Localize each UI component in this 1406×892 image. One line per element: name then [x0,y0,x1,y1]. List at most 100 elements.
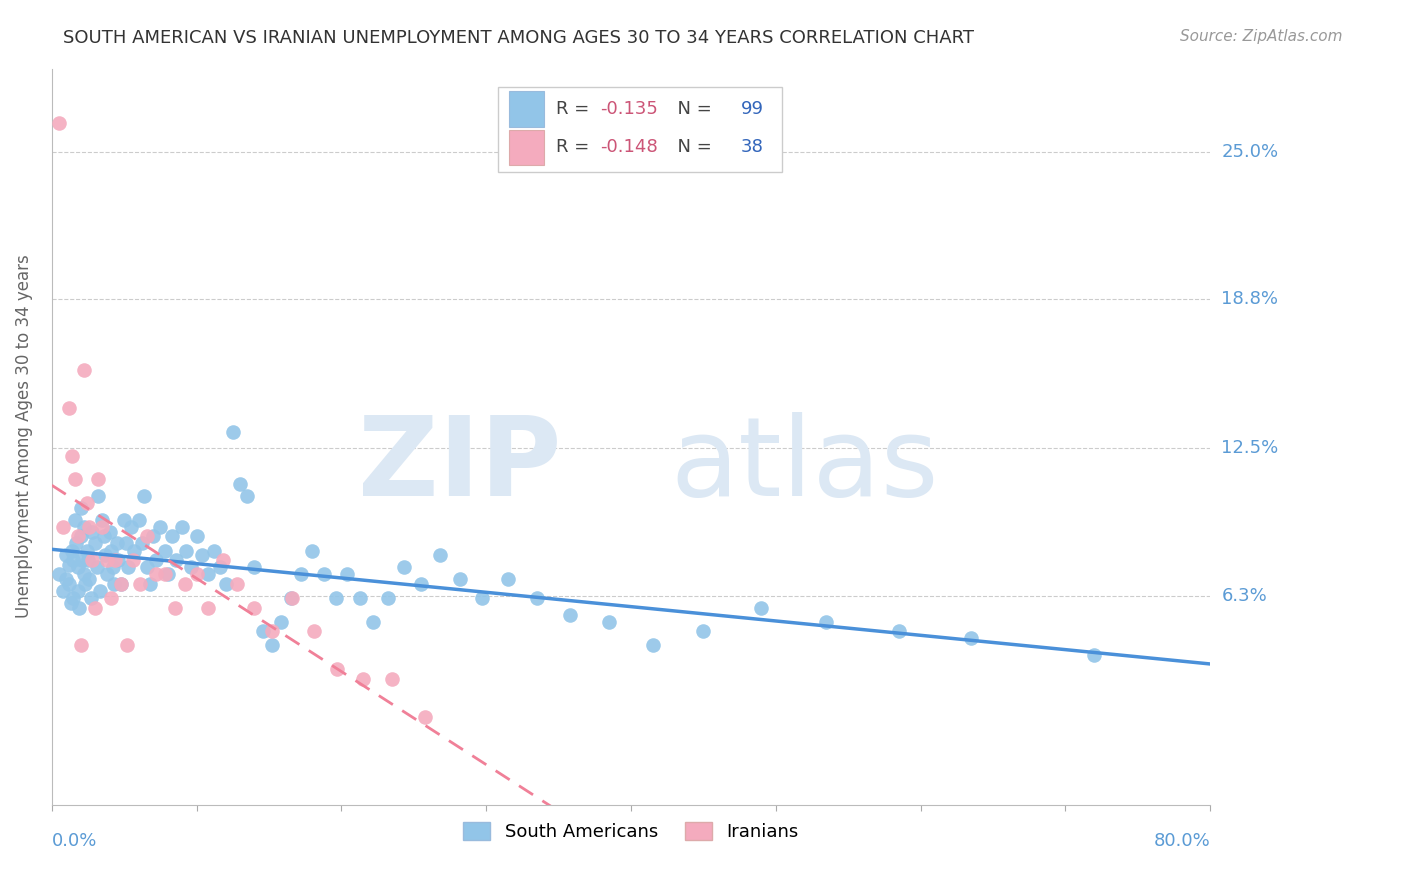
Text: N =: N = [665,138,717,156]
Point [82,524,104,539]
Point [361,615,384,629]
Point [163,600,186,615]
Point [142,529,165,543]
Point [280,591,302,605]
Point [58,401,80,415]
Point [48,567,70,582]
Point [180,560,202,574]
Point [77,553,100,567]
Point [101,560,124,574]
Point [98,524,121,539]
Point [117,560,139,574]
Y-axis label: Unemployment Among Ages 30 to 34 years: Unemployment Among Ages 30 to 34 years [15,255,32,618]
Point [526,591,548,605]
Text: 12.5%: 12.5% [1222,440,1278,458]
Text: atlas: atlas [671,412,939,519]
Point [112,513,135,527]
Point [121,553,143,567]
Point [72,520,94,534]
FancyBboxPatch shape [509,129,544,165]
Point [55,548,77,562]
Point [80,591,103,605]
Text: N =: N = [665,100,717,118]
Point [381,672,404,686]
Text: 6.3%: 6.3% [1222,587,1267,605]
Point [69,529,91,543]
Point [176,543,198,558]
Text: 25.0%: 25.0% [1222,143,1278,161]
Point [560,607,582,622]
Text: 0.0%: 0.0% [52,832,97,850]
Point [65,536,87,550]
Point [270,615,292,629]
Point [243,560,266,574]
Point [145,567,167,582]
Point [134,489,156,503]
Text: -0.148: -0.148 [600,138,658,156]
Point [91,513,114,527]
Point [641,639,664,653]
Point [236,489,259,503]
Text: R =: R = [555,138,595,156]
Point [107,553,129,567]
Point [429,548,451,562]
Point [114,536,136,550]
Point [91,520,114,534]
Point [153,567,176,582]
Point [58,558,80,572]
Point [214,576,236,591]
FancyBboxPatch shape [509,91,544,127]
Point [66,529,89,543]
Point [260,639,283,653]
Point [96,567,118,582]
Point [301,543,323,558]
Point [73,576,96,591]
Point [66,583,89,598]
Point [96,553,118,567]
Point [449,572,471,586]
Point [55,572,77,586]
Point [110,576,132,591]
Point [58,576,80,591]
Point [692,624,714,639]
Point [290,567,312,582]
Point [156,567,179,582]
Point [87,489,110,503]
Point [1083,648,1105,662]
Legend: South Americans, Iranians: South Americans, Iranians [456,814,806,848]
Point [66,560,89,574]
Point [69,500,91,515]
Point [496,572,519,586]
Point [52,583,75,598]
Point [336,567,359,582]
Point [94,548,117,562]
Point [89,583,111,598]
Text: 99: 99 [741,100,763,118]
FancyBboxPatch shape [498,87,782,171]
Point [72,363,94,377]
Text: -0.135: -0.135 [600,100,658,118]
Point [79,520,101,534]
Point [136,560,159,574]
Point [197,567,219,582]
Point [211,553,233,567]
Point [60,543,83,558]
Point [352,672,374,686]
Point [62,591,84,605]
Point [186,529,208,543]
Text: R =: R = [555,100,595,118]
Point [59,596,82,610]
Point [887,624,910,639]
Point [149,520,172,534]
Point [79,572,101,586]
Point [67,600,90,615]
Point [409,576,432,591]
Text: Source: ZipAtlas.com: Source: ZipAtlas.com [1180,29,1343,44]
Point [222,425,245,439]
Point [160,529,183,543]
Point [70,553,93,567]
Point [82,553,104,567]
Point [110,576,132,591]
Point [136,529,159,543]
Point [86,560,108,574]
